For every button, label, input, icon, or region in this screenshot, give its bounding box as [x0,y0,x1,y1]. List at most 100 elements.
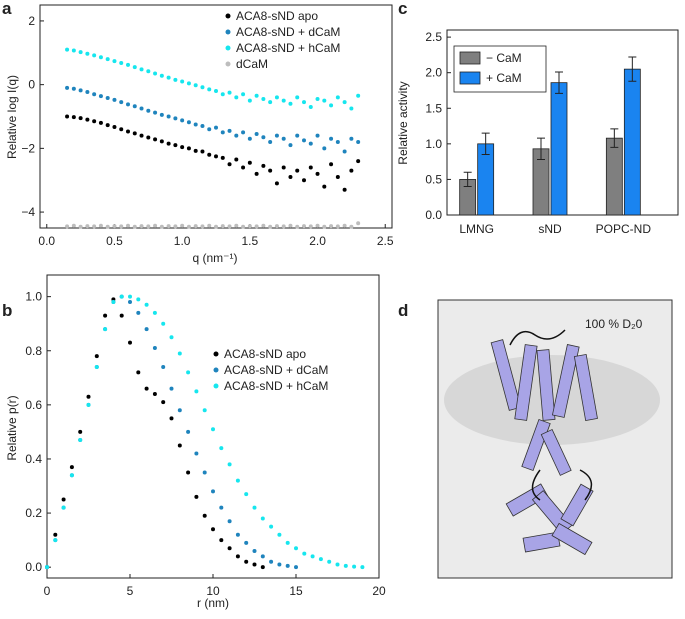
point [310,554,315,559]
structure-image: 100 % D₂0 [437,299,673,579]
x-tick-label: POPC-ND [596,222,652,236]
point [302,224,306,229]
point [254,93,259,98]
y-tick-label: 0.2 [25,506,42,520]
y-axis-label: Relative log I(q) [5,75,19,159]
point [227,128,232,133]
point [186,146,191,151]
point [119,60,124,65]
x-tick-label: 1.0 [174,234,191,248]
point [235,554,240,559]
point [294,565,298,570]
point [268,168,273,173]
x-tick-label: 2.0 [309,234,326,248]
point [234,223,239,228]
point [288,101,293,106]
point [119,127,124,132]
point [322,224,327,229]
point [144,386,149,391]
error-bar [481,132,490,156]
point [71,115,76,120]
point [177,408,182,413]
point [173,77,178,82]
y-tick-label: −2 [21,141,35,155]
point [288,143,293,148]
point [177,443,182,448]
y-axis-label: Relative activity [396,81,410,164]
point [194,494,199,499]
point [173,143,178,148]
point [85,89,90,94]
point [161,364,166,369]
point [308,104,313,109]
point [166,114,171,119]
point [94,354,99,359]
point [295,95,300,100]
legend-label: ACA8-sND apo [236,9,318,23]
legend-label: + CaM [486,71,522,85]
point [235,478,240,483]
point [327,559,332,564]
point [220,224,225,229]
point [349,168,354,173]
point [269,524,274,529]
point [98,94,103,99]
point [244,559,249,564]
point [144,302,149,307]
point [281,224,286,229]
point [295,224,300,229]
y-tick-label: 0 [28,78,35,92]
point [153,71,158,76]
point [318,557,323,562]
point [186,120,191,125]
point [294,546,298,551]
legend-swatch [459,51,481,65]
x-tick-label: 20 [372,584,386,598]
point [322,146,327,151]
x-tick-label: 10 [206,584,220,598]
legend-marker [213,383,219,389]
point [136,310,141,315]
point [153,223,158,228]
point [119,100,124,105]
point [315,133,320,138]
point [169,335,174,340]
y-tick-label: 0.4 [25,452,42,466]
point [126,62,130,67]
y-tick-label: 0.0 [25,560,42,574]
y-tick-label: 0.6 [25,398,42,412]
point [161,321,166,326]
x-axis-label: q (nm⁻¹) [193,251,238,265]
point [180,79,185,84]
point [159,73,164,78]
point [261,223,266,228]
point [105,96,110,101]
y-tick-label: 2.5 [425,30,442,44]
point [235,532,240,537]
point [78,50,83,55]
point [173,224,178,229]
point [241,165,246,170]
point [65,224,70,229]
point [261,135,266,140]
point [315,223,320,228]
point [252,562,257,567]
point [274,133,279,138]
point [128,340,132,345]
point [193,83,198,88]
point [186,429,191,434]
point [207,87,212,92]
point [277,532,282,537]
point [173,116,178,121]
point [281,136,286,141]
point [200,149,205,154]
point [86,394,91,399]
point [146,135,151,140]
bar [623,68,641,216]
point [112,224,117,229]
point [53,532,58,537]
legend-label: ACA8-sND + dCaM [236,25,340,39]
point [227,462,232,467]
point [220,155,225,160]
